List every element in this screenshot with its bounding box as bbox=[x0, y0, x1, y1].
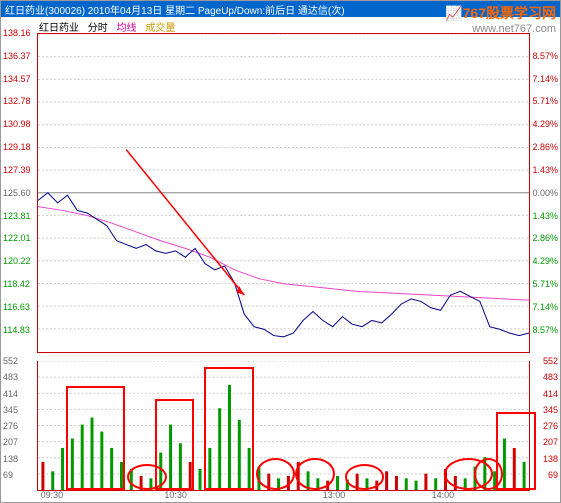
y-right-label: 2.86% bbox=[532, 233, 558, 243]
vol-left-label: 552 bbox=[3, 356, 18, 366]
y-right-label: 1.43% bbox=[532, 211, 558, 221]
vol-left-label: 69 bbox=[3, 470, 13, 480]
y-left-label: 130.98 bbox=[3, 119, 31, 129]
vol-left-label: 483 bbox=[3, 372, 18, 382]
logo-brand: 📈767股票学习网 bbox=[445, 3, 556, 23]
vol-right-label: 276 bbox=[543, 421, 558, 431]
vol-right-label: 207 bbox=[543, 437, 558, 447]
highlight-rect bbox=[204, 367, 254, 491]
y-right-label: 1.43% bbox=[532, 165, 558, 175]
y-right-label: 4.29% bbox=[532, 256, 558, 266]
x-axis-label: 10:30 bbox=[164, 490, 187, 500]
vol-right-label: 345 bbox=[543, 405, 558, 415]
vol-left-label: 207 bbox=[3, 437, 18, 447]
y-left-label: 120.22 bbox=[3, 256, 31, 266]
vol-left-label: 138 bbox=[3, 454, 18, 464]
vol-right-label: 552 bbox=[543, 356, 558, 366]
stock-chart-container: 红日药业(300026) 2010年04月13日 星期二 PageUp/Down… bbox=[0, 0, 561, 503]
x-axis-label: 13:00 bbox=[323, 490, 346, 500]
chart-legend: 红日药业 分时 均线 成交量 bbox=[39, 19, 181, 34]
highlight-ellipse bbox=[295, 458, 335, 491]
vol-left-label: 276 bbox=[3, 421, 18, 431]
y-left-label: 123.81 bbox=[3, 211, 31, 221]
title-text: 红日药业(300026) 2010年04月13日 星期二 PageUp/Down… bbox=[1, 2, 345, 17]
vol-right-label: 414 bbox=[543, 389, 558, 399]
x-axis-label: 14:00 bbox=[432, 490, 455, 500]
y-right-label: 4.29% bbox=[532, 119, 558, 129]
y-right-label: 8.57% bbox=[532, 325, 558, 335]
y-left-label: 132.78 bbox=[3, 96, 31, 106]
y-right-label: 7.14% bbox=[532, 302, 558, 312]
y-right-label: 7.14% bbox=[532, 74, 558, 84]
y-left-label: 114.83 bbox=[3, 325, 30, 335]
vol-right-label: 69 bbox=[548, 470, 558, 480]
vol-right-label: 138 bbox=[543, 454, 558, 464]
chart-icon: 📈 bbox=[445, 5, 462, 21]
y-left-label: 134.57 bbox=[3, 74, 31, 84]
y-left-label: 129.18 bbox=[3, 142, 31, 152]
volume-chart bbox=[37, 361, 530, 491]
logo: 📈767股票学习网 www.net767.com bbox=[445, 3, 556, 35]
logo-url: www.net767.com bbox=[445, 23, 556, 35]
y-right-label: 5.71% bbox=[532, 279, 558, 289]
y-right-label: 0.00% bbox=[532, 188, 558, 198]
y-right-label: 5.71% bbox=[532, 96, 558, 106]
y-left-label: 127.39 bbox=[3, 165, 31, 175]
y-left-label: 122.01 bbox=[3, 233, 31, 243]
highlight-rect bbox=[66, 386, 125, 490]
y-right-label: 8.57% bbox=[532, 51, 558, 61]
y-left-label: 116.63 bbox=[3, 302, 30, 312]
vol-left-label: 414 bbox=[3, 389, 18, 399]
vol-left-label: 345 bbox=[3, 405, 18, 415]
vol-right-label: 483 bbox=[543, 372, 558, 382]
y-left-label: 136.37 bbox=[3, 51, 31, 61]
y-left-label: 125.60 bbox=[3, 188, 31, 198]
x-axis-label: 09:30 bbox=[41, 490, 64, 500]
highlight-ellipse bbox=[474, 458, 504, 491]
price-chart bbox=[37, 33, 530, 353]
y-left-label: 138.16 bbox=[3, 28, 31, 38]
highlight-ellipse bbox=[256, 458, 296, 491]
y-left-label: 118.42 bbox=[3, 279, 30, 289]
highlight-ellipse bbox=[127, 464, 167, 490]
price-svg bbox=[38, 34, 529, 352]
y-right-label: 2.86% bbox=[532, 142, 558, 152]
